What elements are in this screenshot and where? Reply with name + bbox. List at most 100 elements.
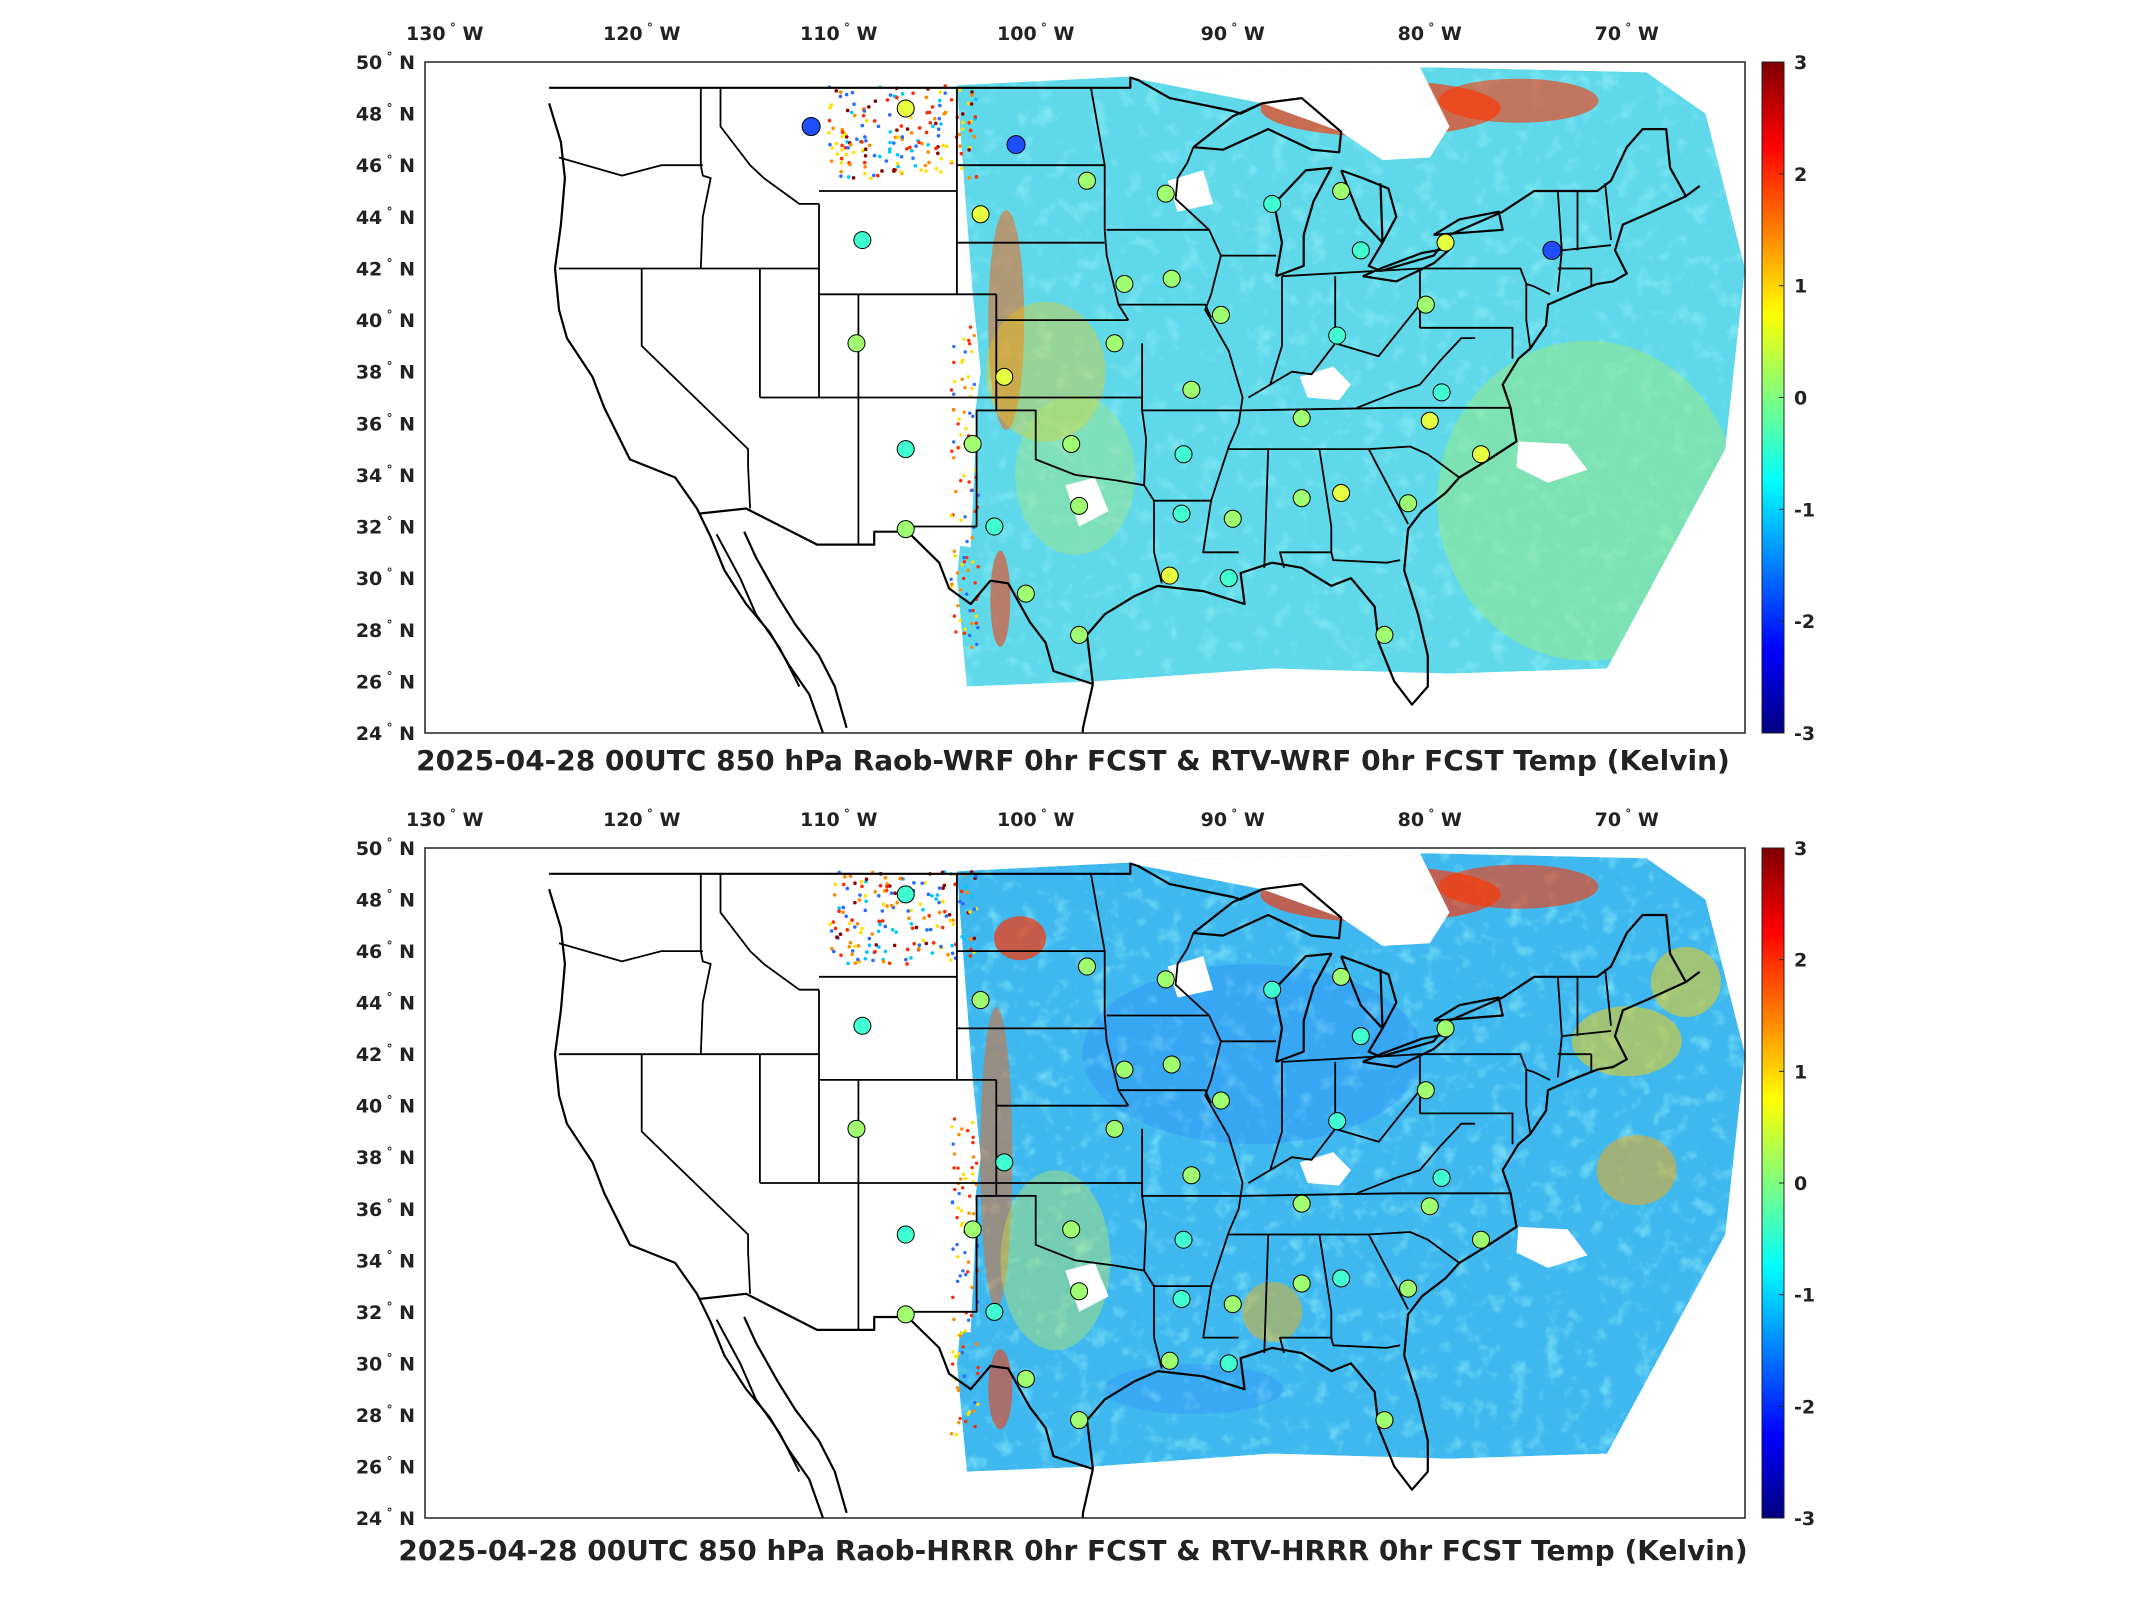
latitude-tick-label: 42 ° N bbox=[356, 256, 415, 280]
colorbar-tick-label: 1 bbox=[1794, 276, 1807, 298]
longitude-tick-label: 130 ° W bbox=[406, 807, 483, 831]
station-marker bbox=[1432, 383, 1451, 402]
latitude-tick-label: 30 ° N bbox=[356, 1351, 415, 1375]
station-marker bbox=[896, 885, 915, 904]
latitude-tick-label: 38 ° N bbox=[356, 360, 415, 384]
colorbar: 3 2 1 0 -1 -2 -3 bbox=[1761, 52, 1815, 745]
latitude-tick-label: 28 ° N bbox=[356, 1403, 415, 1427]
station-marker bbox=[896, 1225, 915, 1244]
longitude-tick-label: 70 ° W bbox=[1595, 21, 1659, 45]
latitude-tick-label: 24 ° N bbox=[356, 1506, 415, 1530]
longitude-tick-label: 130 ° W bbox=[406, 21, 483, 45]
station-marker bbox=[1062, 1220, 1081, 1239]
station-marker bbox=[1172, 504, 1191, 523]
station-marker bbox=[1351, 1027, 1370, 1046]
latitude-tick-label: 46 ° N bbox=[356, 153, 415, 177]
station-marker bbox=[1016, 1369, 1035, 1388]
station-marker bbox=[1292, 1274, 1311, 1293]
station-marker bbox=[995, 367, 1014, 386]
station-marker bbox=[1115, 1060, 1134, 1079]
latitude-tick-label: 34 ° N bbox=[356, 463, 415, 487]
longitude-tick-label: 90 ° W bbox=[1201, 21, 1265, 45]
station-marker bbox=[1472, 445, 1490, 464]
station-marker bbox=[1332, 182, 1351, 201]
latitude-tick-label: 40 ° N bbox=[356, 1094, 415, 1118]
map-panel-hrrr: 130 ° W 120 ° W 110 ° W 100 ° W 90 ° W 80 ° W… bbox=[356, 807, 1815, 1530]
station-marker bbox=[1223, 509, 1242, 528]
station-marker bbox=[853, 231, 872, 250]
latitude-tick-label: 50 ° N bbox=[356, 50, 415, 74]
station-marker bbox=[1332, 967, 1351, 986]
colorbar-tick-label: 3 bbox=[1794, 52, 1807, 74]
longitude-tick-label: 100 ° W bbox=[997, 21, 1074, 45]
latitude-tick-label: 48 ° N bbox=[356, 888, 415, 912]
raob-stations bbox=[847, 885, 1490, 1430]
latitude-tick-label: 46 ° N bbox=[356, 939, 415, 963]
latitude-tick-label: 36 ° N bbox=[356, 411, 415, 435]
map-boundaries bbox=[548, 76, 1701, 733]
station-marker bbox=[1211, 305, 1230, 324]
longitude-tick-label: 120 ° W bbox=[603, 21, 680, 45]
colorbar-tick-label: -2 bbox=[1794, 611, 1815, 633]
station-marker bbox=[1472, 1230, 1490, 1249]
latitude-tick-label: 32 ° N bbox=[356, 515, 415, 539]
station-marker bbox=[1182, 380, 1201, 399]
map-panel-wrf: 130 ° W 120 ° W 110 ° W 100 ° W 90 ° W 80 ° W… bbox=[356, 21, 1815, 745]
station-marker bbox=[801, 117, 821, 137]
station-marker bbox=[1156, 184, 1175, 203]
colorbar-tick-label: 0 bbox=[1794, 388, 1807, 410]
station-marker bbox=[1162, 1055, 1181, 1074]
station-marker bbox=[1328, 326, 1347, 345]
station-marker bbox=[1070, 1411, 1089, 1430]
station-marker bbox=[1105, 1119, 1124, 1138]
station-marker bbox=[971, 205, 990, 224]
colorbar-tick-label: -3 bbox=[1794, 1508, 1815, 1530]
station-marker bbox=[1332, 483, 1351, 502]
station-marker bbox=[1292, 409, 1311, 428]
station-marker bbox=[847, 1119, 866, 1138]
latitude-tick-label: 38 ° N bbox=[356, 1145, 415, 1169]
colorbar-tick-label: -1 bbox=[1794, 499, 1815, 521]
longitude-tick-label: 100 ° W bbox=[997, 807, 1074, 831]
station-marker bbox=[1182, 1166, 1201, 1185]
station-marker bbox=[1399, 494, 1418, 513]
colorbar-tick-label: 0 bbox=[1794, 1173, 1807, 1195]
station-marker bbox=[1156, 970, 1175, 989]
station-marker bbox=[1328, 1112, 1347, 1131]
no-data-region bbox=[425, 62, 977, 733]
colorbar-tick-label: -3 bbox=[1794, 723, 1815, 745]
latitude-tick-label: 48 ° N bbox=[356, 102, 415, 126]
station-marker bbox=[1077, 957, 1096, 976]
station-marker bbox=[1292, 1194, 1311, 1213]
longitude-tick-label: 120 ° W bbox=[603, 807, 680, 831]
station-marker bbox=[1174, 445, 1193, 464]
station-marker bbox=[896, 520, 915, 539]
station-marker bbox=[1436, 233, 1455, 252]
station-marker bbox=[1070, 625, 1089, 644]
station-marker bbox=[1077, 171, 1096, 190]
raob-stations bbox=[801, 99, 1562, 644]
station-marker bbox=[1070, 496, 1089, 515]
station-marker bbox=[1375, 1411, 1394, 1430]
longitude-tick-label: 80 ° W bbox=[1398, 807, 1462, 831]
station-marker bbox=[1399, 1279, 1418, 1298]
station-marker bbox=[995, 1153, 1014, 1172]
panel-title-hrrr: 2025-04-28 00UTC 850 hPa Raob-HRRR 0hr F… bbox=[398, 1534, 1747, 1567]
latitude-tick-label: 42 ° N bbox=[356, 1042, 415, 1066]
colorbar-tick-label: 1 bbox=[1794, 1061, 1807, 1083]
station-marker bbox=[1420, 1197, 1439, 1216]
station-marker bbox=[1263, 980, 1282, 999]
latitude-tick-label: 26 ° N bbox=[356, 669, 415, 693]
latitude-tick-label: 26 ° N bbox=[356, 1454, 415, 1478]
station-marker bbox=[985, 517, 1004, 536]
longitude-tick-label: 80 ° W bbox=[1398, 21, 1462, 45]
latitude-tick-label: 24 ° N bbox=[356, 721, 415, 745]
station-marker bbox=[1006, 135, 1026, 155]
map-boundaries bbox=[548, 862, 1701, 1518]
station-marker bbox=[1420, 411, 1439, 430]
no-data-region bbox=[425, 848, 977, 1518]
map-frame bbox=[424, 847, 1746, 1519]
edge-speckle bbox=[828, 870, 981, 1437]
station-marker bbox=[1542, 240, 1562, 260]
station-marker bbox=[847, 334, 866, 353]
